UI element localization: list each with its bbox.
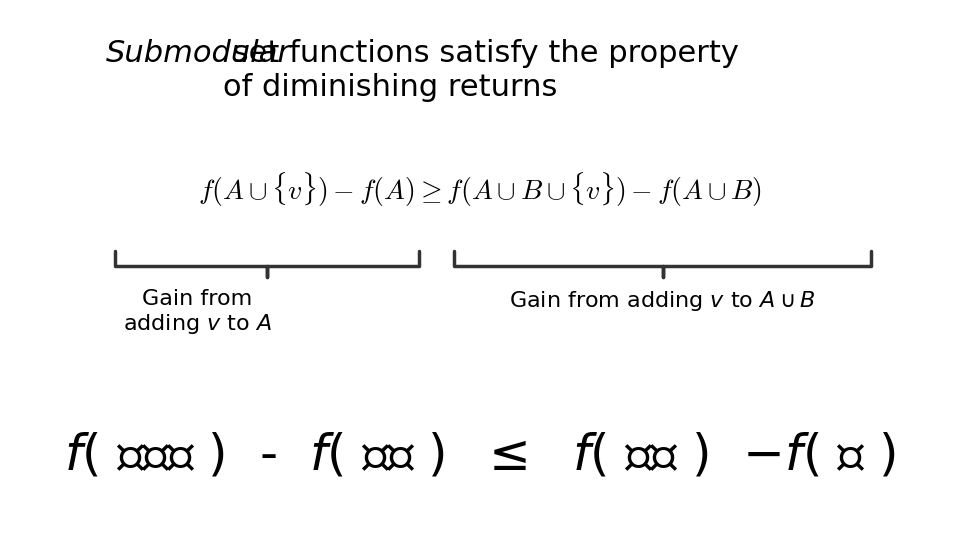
Text: $f$( 🍔🍟🥤 )  -  $f$( 🍔🍟 )  $\leq$  $f$( 🍔🥤 )  $-f$( 🍔 ): $f$( 🍔🍟🥤 ) - $f$( 🍔🍟 ) $\leq$ $f$( 🍔🥤 ) … [64, 431, 896, 480]
Text: $f(A \cup \{v\}) - f(A) \geq f(A \cup B \cup \{v\}) - f(A \cup B)$: $f(A \cup \{v\}) - f(A) \geq f(A \cup B … [198, 170, 762, 209]
Text: set functions satisfy the property
of diminishing returns: set functions satisfy the property of di… [224, 39, 739, 102]
Text: Submodular: Submodular [106, 39, 291, 68]
Text: Gain from
adding $v$ to $A$: Gain from adding $v$ to $A$ [123, 289, 272, 336]
Text: Gain from adding $v$ to $A \cup B$: Gain from adding $v$ to $A \cup B$ [510, 289, 816, 313]
